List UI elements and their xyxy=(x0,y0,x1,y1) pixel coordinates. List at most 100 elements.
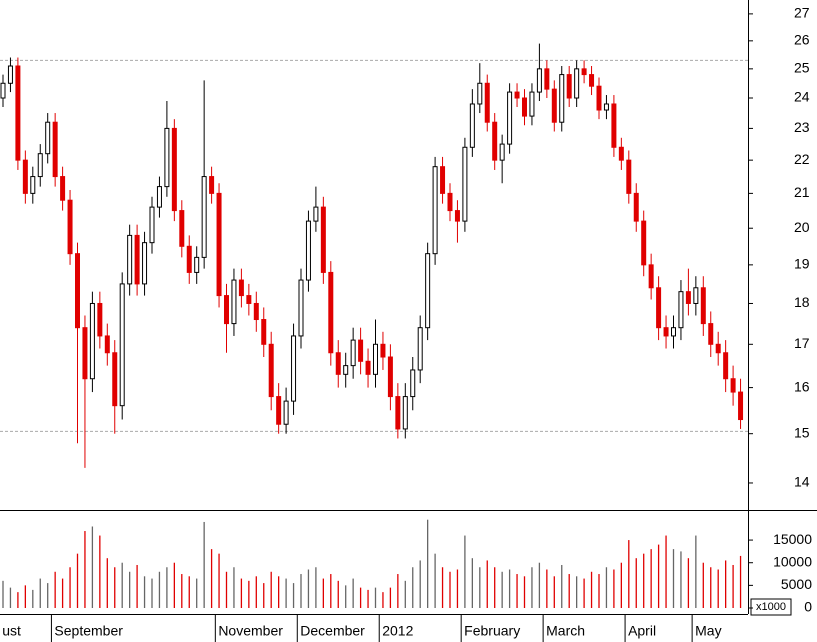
candle-body xyxy=(589,74,595,87)
candle-body xyxy=(730,378,736,393)
candle-body xyxy=(447,192,453,212)
candle-body xyxy=(693,287,699,304)
candle-body xyxy=(440,166,446,194)
candle-body xyxy=(37,153,43,178)
candle-body xyxy=(268,343,274,398)
candle-body xyxy=(633,192,639,222)
candle-body xyxy=(417,327,423,371)
x-tick-label: March xyxy=(546,623,585,639)
y-tick-label: 26 xyxy=(794,32,810,48)
x-tick-label: February xyxy=(464,623,520,639)
y-tick-label: 19 xyxy=(794,256,810,272)
candle-body xyxy=(313,206,319,222)
candle-body xyxy=(350,339,356,367)
y-tick-label: 20 xyxy=(794,219,810,235)
candle-body xyxy=(216,192,222,297)
candle-body xyxy=(387,356,393,398)
candle-body xyxy=(194,256,200,273)
candle-body xyxy=(671,327,676,337)
candle-body xyxy=(127,234,133,285)
x-tick-label: ust xyxy=(2,623,21,639)
candle-body xyxy=(261,319,267,345)
candle-body xyxy=(395,396,401,430)
candle-body xyxy=(469,103,475,148)
candle-body xyxy=(618,146,624,161)
candle-body xyxy=(186,245,192,273)
candle-body xyxy=(432,166,438,255)
candle-body xyxy=(484,82,490,123)
candle-body xyxy=(112,352,118,407)
y-tick-label: 15 xyxy=(794,424,810,440)
candle-body xyxy=(52,121,58,178)
candle-body xyxy=(119,283,125,407)
x-tick-label: April xyxy=(628,623,656,639)
x-tick-label: November xyxy=(218,623,283,639)
candle-body xyxy=(104,335,110,354)
unit-box xyxy=(750,598,792,616)
candle-body xyxy=(320,206,326,273)
candle-body xyxy=(82,327,88,380)
candle-body xyxy=(656,287,662,329)
candle-body xyxy=(715,343,721,354)
candle-body xyxy=(410,369,416,398)
candle-body xyxy=(179,210,185,247)
y-tick-label: 18 xyxy=(794,294,810,310)
candle-body xyxy=(171,127,177,212)
candle-body xyxy=(164,127,170,188)
candle-body xyxy=(581,68,587,76)
y-tick-label: 22 xyxy=(794,151,810,167)
candle-body xyxy=(663,327,669,337)
candle-body xyxy=(507,91,513,145)
candle-body xyxy=(648,264,654,289)
y-tick-label: 23 xyxy=(794,119,810,135)
candle-body xyxy=(738,391,744,421)
candle-body xyxy=(45,121,51,155)
candle-body xyxy=(156,186,162,208)
y-tick-label: 14 xyxy=(794,474,810,490)
candle-body xyxy=(477,82,483,105)
candle-body xyxy=(15,65,21,161)
candle-body xyxy=(536,68,542,93)
candle-body xyxy=(75,253,80,329)
candle-body xyxy=(723,352,729,380)
candle-body xyxy=(201,176,207,258)
y-tick-label: 27 xyxy=(794,5,810,21)
y-tick-label: 21 xyxy=(794,184,810,200)
volume-tick-label: 5000 xyxy=(781,576,812,592)
x-tick-label: September xyxy=(54,623,123,639)
candle-body xyxy=(499,143,505,161)
candle-body xyxy=(343,365,349,375)
candle-body xyxy=(611,103,617,148)
candle-body xyxy=(492,121,498,161)
candle-body xyxy=(529,91,535,117)
candle-body xyxy=(89,302,95,380)
candle-body xyxy=(231,279,237,325)
candle-body xyxy=(551,88,557,123)
candle-body xyxy=(209,176,215,194)
candle-body xyxy=(238,279,244,297)
candle-body xyxy=(462,146,468,222)
candle-body xyxy=(700,287,706,325)
candle-body xyxy=(522,97,527,117)
candle-body xyxy=(626,159,632,194)
candle-body xyxy=(574,68,580,99)
candle-body xyxy=(291,335,297,402)
x-tick-label: 2012 xyxy=(382,623,413,639)
candle-body xyxy=(7,65,13,84)
candle-body xyxy=(67,199,73,255)
y-tick-label: 25 xyxy=(794,60,810,76)
candle-body xyxy=(373,343,378,375)
candle-body xyxy=(134,234,140,285)
candle-body xyxy=(454,210,460,222)
candle-body xyxy=(276,396,282,425)
candle-body xyxy=(0,82,6,99)
candle-body xyxy=(142,242,148,285)
candle-body xyxy=(402,396,408,430)
candle-body xyxy=(365,360,371,375)
volume-tick-label: 10000 xyxy=(773,553,812,569)
candle-body xyxy=(97,302,103,337)
candle-body xyxy=(566,74,572,99)
volume-unit: x1000 xyxy=(756,601,786,613)
candle-body xyxy=(559,74,565,123)
